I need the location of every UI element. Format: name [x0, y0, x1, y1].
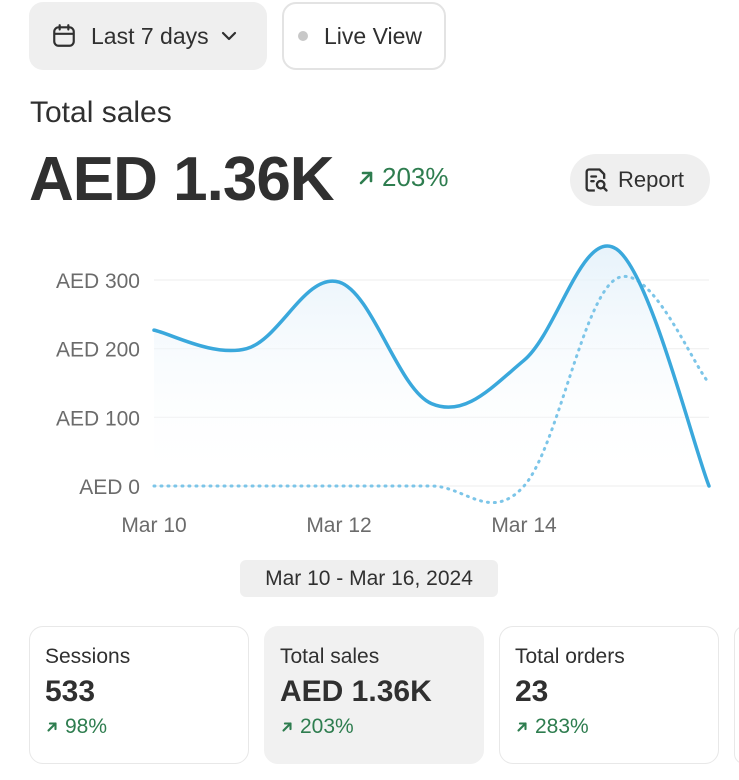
metric-card-change: 283% — [515, 715, 718, 739]
series-line-comparison — [152, 274, 711, 505]
metric-card-label: Total orders — [515, 645, 625, 668]
metric-card-change-value: 203% — [300, 715, 354, 738]
chevron-down-icon — [221, 31, 236, 41]
date-range-chip: Mar 10 - Mar 16, 2024 — [240, 560, 498, 597]
report-label: Report — [618, 167, 685, 192]
arrow-up-right-icon — [517, 722, 527, 732]
live-view-label: Live View — [324, 22, 423, 49]
total-sales-change-value: 203% — [382, 162, 449, 192]
live-view-button[interactable]: Live View — [282, 2, 446, 70]
report-search-icon — [585, 168, 608, 192]
total-sales-label: Total sales — [30, 96, 172, 129]
y-tick-label: AED 0 — [79, 476, 140, 499]
metric-card-value: AED 1.36K — [280, 675, 432, 708]
y-tick-label: AED 200 — [56, 339, 140, 362]
series-area-fill — [154, 245, 709, 486]
metric-card-value: 23 — [515, 675, 549, 708]
arrow-up-right-icon — [359, 171, 373, 184]
metric-card-change: 203% — [280, 715, 483, 739]
metric-card-sessions[interactable]: Sessions 533 98% — [29, 626, 249, 764]
metric-card-change-value: 283% — [535, 715, 589, 738]
y-tick-label: AED 100 — [56, 407, 140, 430]
live-status-dot — [298, 31, 308, 41]
total-sales-value: AED 1.36K — [29, 145, 335, 214]
x-tick-label: Mar 12 — [306, 514, 371, 537]
date-range-label: Last 7 days — [91, 22, 209, 49]
x-tick-label: Mar 10 — [121, 514, 186, 537]
metric-card-change: 98% — [45, 715, 248, 739]
arrow-up-right-icon — [47, 722, 57, 732]
metric-card-total-sales[interactable]: Total sales AED 1.36K 203% — [264, 626, 484, 764]
metric-card-partial[interactable] — [734, 626, 739, 764]
arrow-up-right-icon — [282, 722, 292, 732]
calendar-icon — [53, 24, 75, 47]
x-tick-label: Mar 14 — [491, 514, 557, 537]
report-button[interactable]: Report — [570, 154, 710, 206]
metric-card-value: 533 — [45, 675, 96, 708]
metric-card-total-orders[interactable]: Total orders 23 283% — [499, 626, 719, 764]
metric-card-label: Total sales — [280, 645, 380, 668]
series-line-current — [152, 244, 711, 488]
y-tick-label: AED 300 — [56, 270, 140, 293]
date-range-button[interactable]: Last 7 days — [29, 2, 267, 70]
metric-card-label: Sessions — [45, 645, 131, 668]
total-sales-change: 203% — [356, 162, 449, 193]
metric-card-change-value: 98% — [65, 715, 108, 738]
sales-line-chart: AED 300 AED 200 AED 100 AED 0 Mar 10 Mar 12 Ma… — [56, 244, 711, 537]
